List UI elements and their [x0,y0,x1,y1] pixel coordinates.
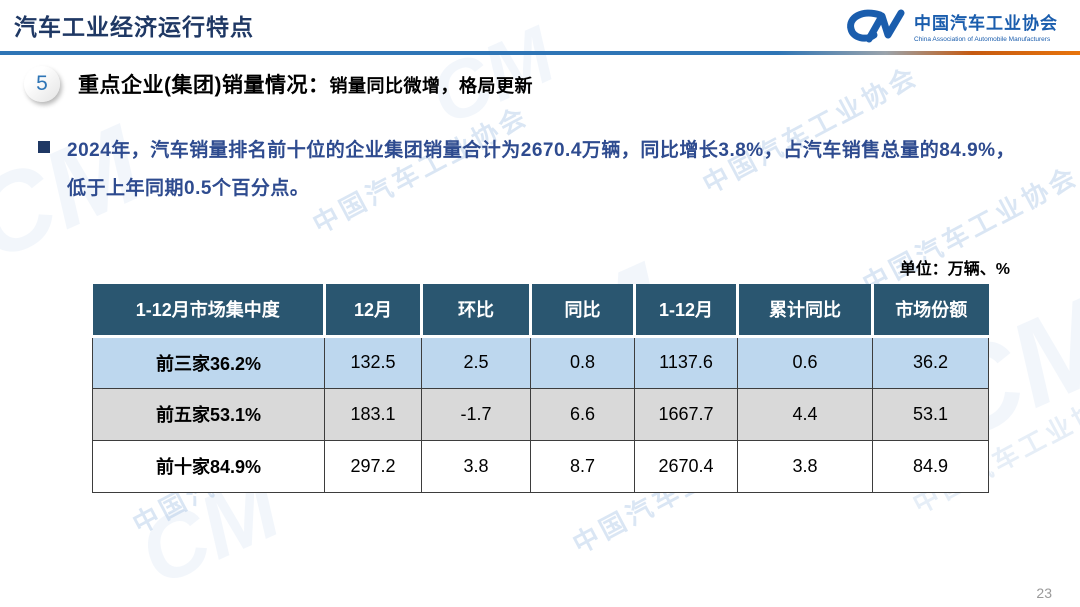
section-title-sub: 销量同比微增，格局更新 [329,76,533,96]
header-rule [0,51,1080,55]
table-cell: 183.1 [324,387,422,441]
table-cell: 2.5 [421,335,531,389]
table-cell: 4.4 [737,387,873,441]
table-cell: 297.2 [324,439,422,493]
summary-text: 2024年，汽车销量排名前十位的企业集团销量合计为2670.4万辆，同比增长3.… [67,140,1016,199]
table-cell: 132.5 [324,335,422,389]
table-cell: 36.2 [872,335,989,389]
table-row: 前十家84.9% 297.2 3.8 8.7 2670.4 3.8 84.9 [92,439,989,493]
caam-logo: 中国汽车工业协会 China Association of Automobile… [844,8,1058,44]
col-header: 环比 [420,284,531,338]
table-cell: 3.8 [737,439,873,493]
row-label: 前十家84.9% [92,439,325,493]
logo-name-en: China Association of Automobile Manufact… [914,36,1051,43]
unit-label: 单位：万辆、% [899,261,1010,278]
col-header: 1-12月 [633,284,738,338]
col-header: 同比 [529,284,635,338]
table-cell: 6.6 [530,387,635,441]
row-label: 前三家36.2% [92,335,325,389]
table-cell: 0.8 [530,335,635,389]
table-row: 前五家53.1% 183.1 -1.7 6.6 1667.7 4.4 53.1 [92,387,989,441]
table-header-row: 1-12月市场集中度 12月 环比 同比 1-12月 累计同比 市场份额 [92,284,989,338]
table-cell: 1137.6 [634,335,738,389]
row-label: 前五家53.1% [92,387,325,441]
caam-logo-icon [847,9,905,43]
table-cell: 0.6 [737,335,873,389]
table-cell: 1667.7 [634,387,738,441]
page-title: 汽车工业经济运行特点 [14,14,254,40]
col-header: 12月 [323,284,422,338]
page-number: 23 [1036,585,1052,601]
logo-name-cn: 中国汽车工业协会 [914,14,1058,33]
table-cell: 8.7 [530,439,635,493]
col-header: 累计同比 [736,284,873,338]
table-cell: 3.8 [421,439,531,493]
section-number-badge: 5 [24,66,60,102]
table-cell: -1.7 [421,387,531,441]
table-cell: 2670.4 [634,439,738,493]
table-row: 前三家36.2% 132.5 2.5 0.8 1137.6 0.6 36.2 [92,335,989,389]
market-concentration-table: 1-12月市场集中度 12月 环比 同比 1-12月 累计同比 市场份额 前三家… [92,284,989,493]
section-title-main: 重点企业(集团)销量情况： [78,74,330,97]
summary-bullet: 2024年，汽车销量排名前十位的企业集团销量合计为2670.4万辆，同比增长3.… [38,132,1038,208]
col-header: 市场份额 [871,284,989,338]
bullet-square-icon [38,141,50,153]
table-cell: 53.1 [872,387,989,441]
section-title: 重点企业(集团)销量情况：销量同比微增，格局更新 [78,69,533,99]
col-header: 1-12月市场集中度 [92,284,325,338]
section-heading: 5 重点企业(集团)销量情况：销量同比微增，格局更新 [24,66,533,102]
table-cell: 84.9 [872,439,989,493]
